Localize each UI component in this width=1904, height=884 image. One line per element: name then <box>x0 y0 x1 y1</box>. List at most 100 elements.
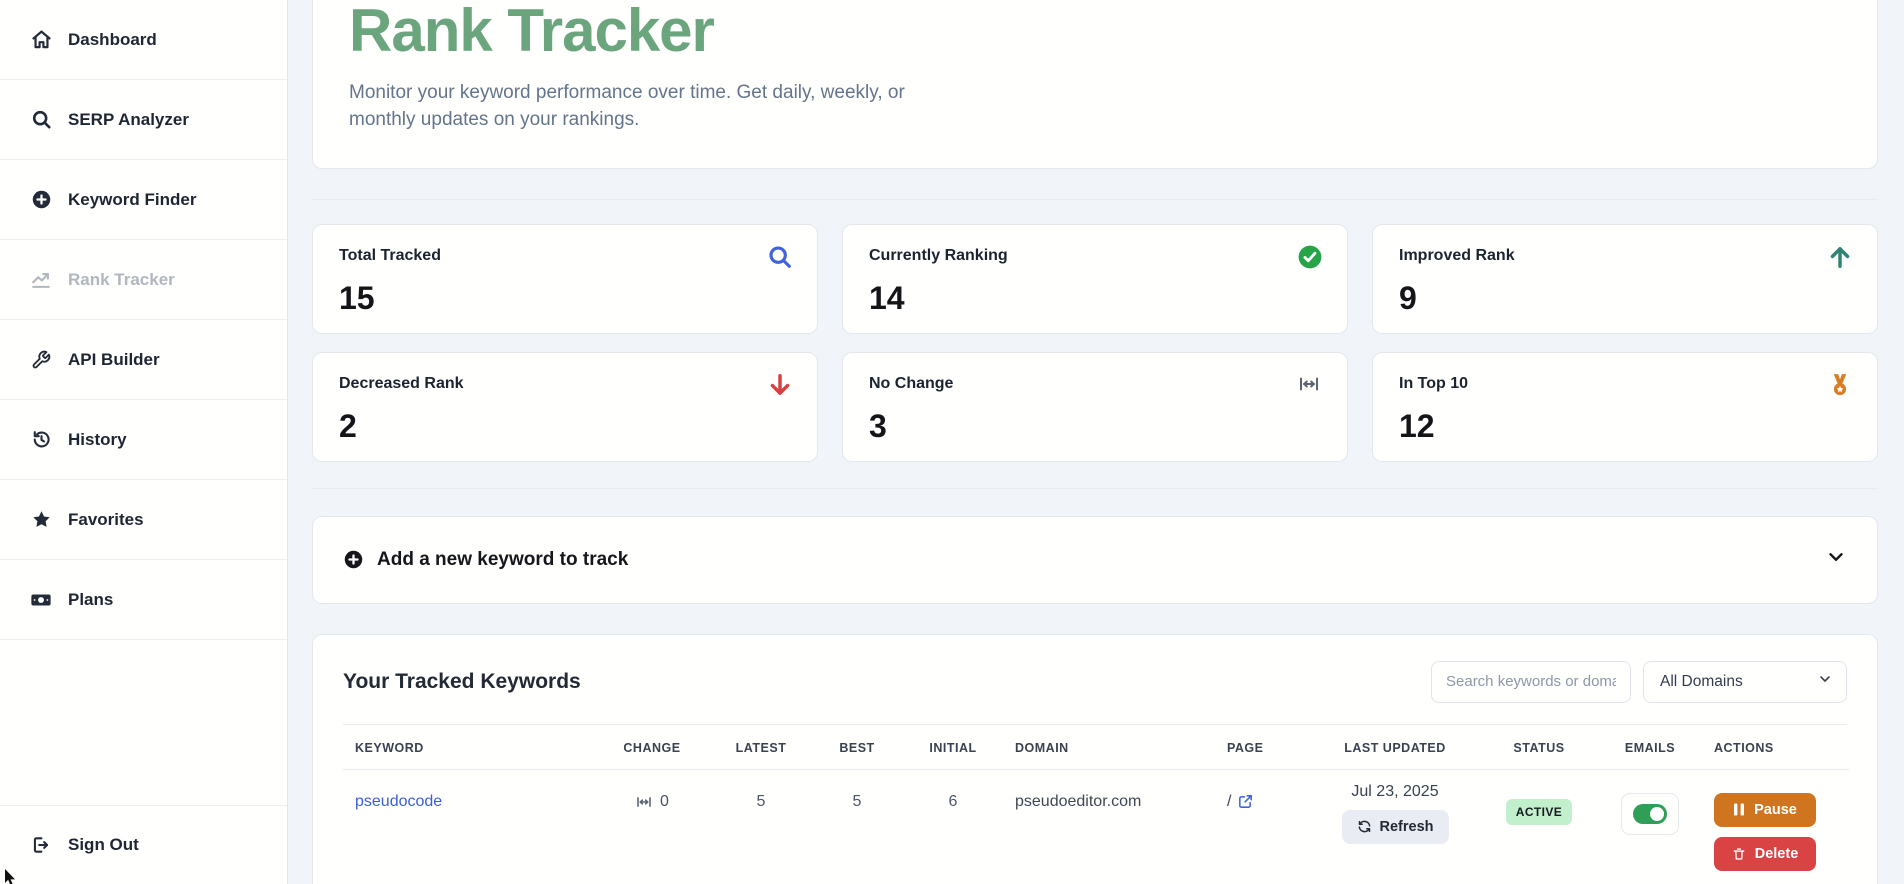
col-domain: DOMAIN <box>1003 724 1215 770</box>
history-icon <box>30 429 52 451</box>
sidebar-item-label: Keyword Finder <box>68 189 197 209</box>
page-title: Rank Tracker <box>349 0 715 64</box>
col-last-updated: LAST UPDATED <box>1310 724 1480 770</box>
star-icon <box>30 509 52 531</box>
col-page: PAGE <box>1215 724 1310 770</box>
main-content: Rank Tracker Monitor your keyword perfor… <box>288 0 1904 884</box>
refresh-button[interactable]: Refresh <box>1341 809 1449 844</box>
page-path: / <box>1227 792 1232 810</box>
stat-value: 15 <box>339 279 375 316</box>
latest-value: 5 <box>756 792 766 810</box>
chevron-down-icon[interactable] <box>1825 546 1847 573</box>
check-circle-icon <box>1297 244 1323 270</box>
stat-value: 12 <box>1399 407 1435 444</box>
col-keyword: KEYWORD <box>343 724 593 770</box>
stat-card-improved-rank: Improved Rank 9 <box>1372 223 1878 334</box>
refresh-icon <box>1357 819 1372 834</box>
initial-value: 6 <box>948 792 958 810</box>
sidebar-item-serp-analyzer[interactable]: SERP Analyzer <box>0 80 287 160</box>
add-keyword-accordion[interactable]: Add a new keyword to track <box>312 515 1878 604</box>
stat-card-total-tracked: Total Tracked 15 <box>312 223 818 334</box>
stat-label: In Top 10 <box>1399 374 1469 392</box>
external-link-icon[interactable] <box>1237 793 1254 810</box>
tracked-keywords-card: Your Tracked Keywords All Domains <box>312 633 1878 884</box>
add-keyword-header: Add a new keyword to track <box>343 549 628 571</box>
sidebar-item-label: Rank Tracker <box>68 269 175 289</box>
no-change-icon <box>635 793 653 811</box>
medal-icon <box>1827 372 1853 398</box>
col-change: CHANGE <box>593 724 711 770</box>
keywords-table: KEYWORD CHANGE LATEST BEST INITIAL DOMAI… <box>343 724 1849 881</box>
col-actions: ACTIONS <box>1702 724 1849 770</box>
table-row: pseudocode 0 5 5 6 pseudoeditor.com <box>343 769 1849 881</box>
sidebar-item-dashboard[interactable]: Dashboard <box>0 0 287 80</box>
sidebar-item-label: API Builder <box>68 349 160 369</box>
col-initial: INITIAL <box>903 724 1003 770</box>
add-keyword-label: Add a new keyword to track <box>377 548 629 570</box>
domain-filter-value: All Domains <box>1660 672 1743 690</box>
arrow-up-icon <box>1827 244 1853 270</box>
pause-icon <box>1733 803 1745 816</box>
change-value: 0 <box>660 792 669 810</box>
page-subtitle: Monitor your keyword performance over ti… <box>349 82 905 130</box>
table-header-divider <box>343 723 1847 725</box>
pause-button[interactable]: Pause <box>1714 792 1816 827</box>
sidebar-item-label: Favorites <box>68 509 144 529</box>
status-badge: ACTIVE <box>1505 798 1573 825</box>
sidebar-item-label: History <box>68 429 127 449</box>
delete-button[interactable]: Delete <box>1714 836 1816 871</box>
wrench-icon <box>30 349 52 371</box>
search-input[interactable] <box>1431 660 1631 703</box>
search-icon <box>30 109 52 131</box>
pause-label: Pause <box>1754 801 1797 818</box>
chevron-down-icon <box>1817 671 1833 692</box>
emails-toggle[interactable] <box>1621 792 1679 835</box>
stat-card-in-top-10: In Top 10 12 <box>1372 351 1878 462</box>
section-divider <box>312 487 1878 489</box>
mouse-cursor <box>4 869 18 884</box>
sign-out-button[interactable]: Sign Out <box>0 805 287 884</box>
refresh-label: Refresh <box>1379 818 1434 835</box>
domain-value: pseudoeditor.com <box>1015 792 1142 810</box>
last-updated-date: Jul 23, 2025 <box>1351 782 1439 800</box>
toggle-track <box>1633 803 1667 824</box>
stat-card-no-change: No Change 3 <box>842 351 1348 462</box>
stat-label: Total Tracked <box>339 246 441 264</box>
sidebar: Dashboard SERP Analyzer Keyword Finder R… <box>0 0 288 884</box>
sidebar-item-label: SERP Analyzer <box>68 109 189 129</box>
sidebar-item-favorites[interactable]: Favorites <box>0 480 287 560</box>
col-emails: EMAILS <box>1598 724 1702 770</box>
stat-label: Improved Rank <box>1399 246 1515 264</box>
section-divider <box>312 198 1878 200</box>
sidebar-item-rank-tracker[interactable]: Rank Tracker <box>0 240 287 320</box>
plus-circle-icon <box>30 189 52 211</box>
no-change-icon <box>1297 372 1323 398</box>
col-status: STATUS <box>1480 724 1598 770</box>
stat-card-decreased-rank: Decreased Rank 2 <box>312 351 818 462</box>
plus-circle-icon <box>343 549 364 570</box>
col-best: BEST <box>811 724 903 770</box>
domain-filter-select[interactable]: All Domains <box>1643 660 1847 703</box>
keyword-link[interactable]: pseudocode <box>355 792 443 810</box>
table-header-row: KEYWORD CHANGE LATEST BEST INITIAL DOMAI… <box>343 724 1849 770</box>
sidebar-item-api-builder[interactable]: API Builder <box>0 320 287 400</box>
stat-label: No Change <box>869 374 954 392</box>
stat-label: Decreased Rank <box>339 374 464 392</box>
sign-out-label: Sign Out <box>68 835 139 854</box>
trash-icon <box>1732 847 1746 861</box>
sidebar-item-keyword-finder[interactable]: Keyword Finder <box>0 160 287 240</box>
sidebar-item-history[interactable]: History <box>0 400 287 480</box>
sidebar-spacer <box>0 640 287 805</box>
stat-value: 2 <box>339 407 357 444</box>
sidebar-item-label: Dashboard <box>68 29 157 49</box>
stat-value: 3 <box>869 407 887 444</box>
home-icon <box>30 29 52 51</box>
sidebar-item-plans[interactable]: Plans <box>0 560 287 640</box>
delete-label: Delete <box>1754 845 1799 862</box>
sidebar-item-label: Plans <box>68 589 114 609</box>
toggle-knob <box>1650 806 1664 821</box>
stat-value: 14 <box>869 279 905 316</box>
stat-card-currently-ranking: Currently Ranking 14 <box>842 223 1348 334</box>
stats-grid: Total Tracked 15 Currently Ranking 14 Im… <box>312 223 1878 462</box>
tracked-keywords-title: Your Tracked Keywords <box>343 669 581 693</box>
